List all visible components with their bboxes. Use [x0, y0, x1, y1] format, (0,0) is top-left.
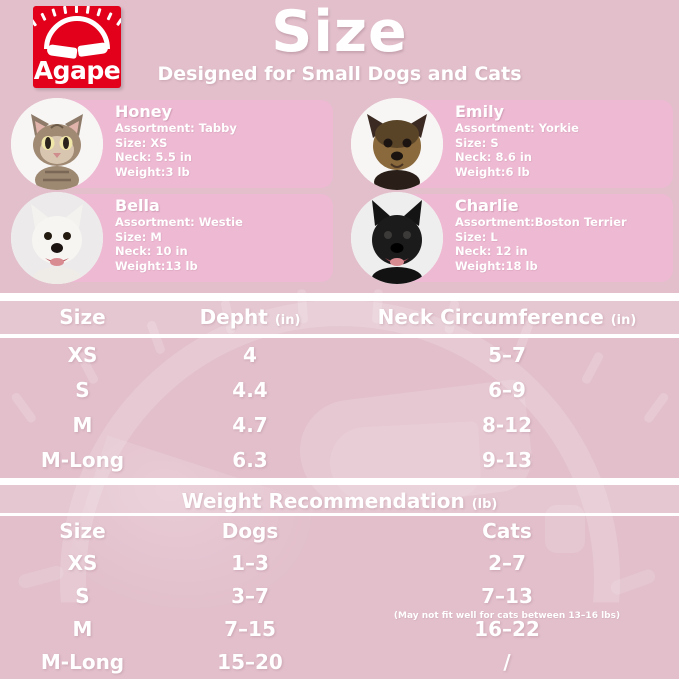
cell-neck: 6–9	[488, 378, 526, 402]
pet-size: Size: L	[455, 229, 498, 244]
pet-neck: Neck: 12 in	[455, 244, 528, 258]
cell-size: M	[72, 617, 93, 641]
table-row: M-Long 6.3 9-13	[0, 445, 679, 475]
table-row: M-Long 15–20 /	[0, 647, 679, 677]
pet-card: Honey Assortment: Tabby Size: XS Neck: 5.5 …	[11, 98, 333, 190]
table-row: S 4.4 6–9	[0, 375, 679, 405]
table-header-row: Size Depht (in) Neck Circumference (in)	[0, 303, 679, 335]
cell-size: M-Long	[40, 650, 125, 674]
logo-wordmark: Agape	[33, 56, 121, 85]
pet-name: Bella	[115, 196, 160, 215]
cell-size: XS	[67, 343, 98, 367]
cell-depth: 6.3	[232, 448, 268, 472]
pet-card: Bella Assortment: Westie Size: M Neck: 10 i…	[11, 192, 333, 284]
section-divider	[0, 478, 679, 485]
page-title: Size	[271, 0, 408, 65]
cell-depth: 4.4	[232, 378, 268, 402]
weight-title-underline	[0, 513, 679, 516]
table-header-band	[0, 301, 679, 334]
cell-size: S	[75, 584, 90, 608]
cell-size: M-Long	[40, 448, 125, 472]
cell-depth: 4	[243, 343, 257, 367]
cell-cats: /	[503, 650, 511, 674]
cell-size: S	[75, 378, 90, 402]
cell-dogs: 7–15	[224, 617, 276, 641]
pet-card: Emily Assortment: Yorkie Size: S Neck: 8.6 …	[351, 98, 673, 190]
pet-neck: Neck: 10 in	[115, 244, 188, 258]
section-divider	[0, 293, 679, 301]
pet-weight: Weight:18 lb	[455, 258, 538, 273]
cell-dogs: 15–20	[217, 650, 283, 674]
pet-weight: Weight:13 lb	[115, 258, 198, 273]
pet-card-list: Honey Assortment: Tabby Size: XS Neck: 5.5 …	[0, 97, 679, 291]
pet-weight: Weight:3 lb	[115, 164, 190, 179]
pet-name: Charlie	[455, 196, 519, 215]
pet-card-text: Honey Assortment: Tabby Size: XS Neck: 5.5 …	[115, 103, 327, 179]
neck-col-header: Neck Circumference (in)	[377, 305, 637, 329]
cell-neck: 5–7	[488, 343, 526, 367]
table-row: S 3–7 7–13 (May not fit well for cats betwe…	[0, 581, 679, 622]
dogs-col-header: Dogs	[221, 519, 279, 543]
cell-dogs: 1–3	[231, 551, 269, 575]
cell-neck: 8-12	[481, 413, 533, 437]
pet-name: Honey	[115, 102, 173, 121]
cell-depth: 4.7	[232, 413, 268, 437]
pet-size: Size: XS	[115, 135, 168, 150]
agape-logo: Agape	[33, 6, 121, 88]
table-row: XS 1–3 2–7	[0, 548, 679, 578]
yorkie-dog-photo	[351, 98, 443, 190]
weight-header-row: Size Dogs Cats	[0, 517, 679, 545]
table-row: XS 4 5–7	[0, 340, 679, 370]
pet-assortment: Assortment: Yorkie	[455, 121, 579, 135]
pet-card-text: Bella Assortment: Westie Size: M Neck: 10 i…	[115, 197, 327, 273]
cell-neck: 9-13	[481, 448, 533, 472]
cats-col-header: Cats	[482, 519, 532, 543]
pet-size: Size: S	[455, 135, 499, 150]
pet-size: Size: M	[115, 229, 162, 244]
cat-fit-note: (May not fit well for cats between 13–16…	[393, 611, 621, 621]
boston-terrier-dog-photo	[351, 192, 443, 284]
cell-dogs: 3–7	[231, 584, 269, 608]
pet-assortment: Assortment: Tabby	[115, 121, 237, 135]
header: Agape Size Designed for Small Dogs and C…	[0, 0, 679, 95]
table-row: M 4.7 8-12	[0, 410, 679, 440]
pet-neck: Neck: 8.6 in	[455, 150, 532, 164]
page-subtitle: Designed for Small Dogs and Cats	[157, 63, 522, 85]
cell-cats: 7–13 (May not fit well for cats between 1…	[393, 584, 621, 621]
weight-section-title: Weight Recommendation (lb)	[181, 489, 498, 513]
depth-col-header: Depht (in)	[199, 305, 301, 329]
size-col-header: Size	[59, 305, 106, 329]
table-row: M 7–15 16–22	[0, 614, 679, 644]
pet-assortment: Assortment:Boston Terrier	[455, 215, 627, 229]
pet-neck: Neck: 5.5 in	[115, 150, 192, 164]
size-col-header: Size	[59, 519, 106, 543]
cell-cats: 2–7	[488, 551, 526, 575]
westie-dog-photo	[11, 192, 103, 284]
pet-name: Emily	[455, 102, 504, 121]
weight-title-band	[0, 485, 679, 514]
cell-cats: 16–22	[474, 617, 540, 641]
cell-size: XS	[67, 551, 98, 575]
cell-size: M	[72, 413, 93, 437]
tabby-kitten-photo	[11, 98, 103, 190]
header-underline	[0, 334, 679, 338]
pet-assortment: Assortment: Westie	[115, 215, 243, 229]
pet-weight: Weight:6 lb	[455, 164, 530, 179]
pet-card-text: Emily Assortment: Yorkie Size: S Neck: 8.6 …	[455, 103, 667, 179]
